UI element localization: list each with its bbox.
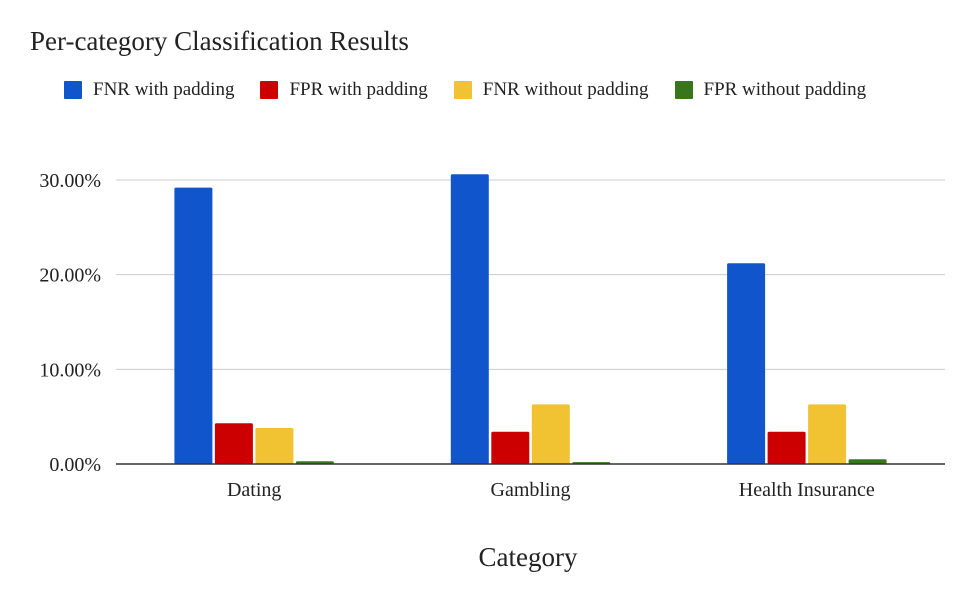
bars <box>174 174 887 465</box>
y-tick-label: 20.00% <box>39 265 101 287</box>
x-tick-label: Health Insurance <box>739 479 875 501</box>
gridlines <box>116 179 945 370</box>
x-tick-labels: Dating Gambling Health Insurance <box>227 479 875 501</box>
y-tick-labels: 0.00% 10.00% 20.00% 30.00% <box>39 170 101 476</box>
legend-item: FPR without padding <box>674 79 867 101</box>
legend-label: FPR with padding <box>289 79 428 100</box>
y-tick-label: 30.00% <box>39 170 101 192</box>
bar <box>727 263 766 464</box>
bar <box>531 404 570 464</box>
x-axis-label: Category <box>479 542 578 572</box>
legend-item: FPR with padding <box>260 79 428 101</box>
legend-swatch <box>674 81 693 99</box>
legend: FNR with padding FPR with padding FNR with… <box>64 79 892 101</box>
bar <box>767 431 806 464</box>
x-tick-label: Gambling <box>491 479 571 501</box>
chart-title: Per-category Classification Results <box>30 26 409 56</box>
bar <box>255 428 294 464</box>
legend-swatch <box>260 81 279 99</box>
bar <box>450 174 489 465</box>
legend-item: FNR with padding <box>64 79 234 101</box>
legend-label: FNR with padding <box>93 79 235 100</box>
bar <box>214 423 253 464</box>
bar <box>808 404 847 464</box>
x-tick-label: Dating <box>227 479 281 501</box>
legend-swatch <box>64 81 82 99</box>
y-tick-label: 10.00% <box>39 359 101 381</box>
y-tick-label: 0.00% <box>49 454 101 476</box>
legend-item: FNR without padding <box>453 79 649 101</box>
legend-label: FNR without padding <box>482 79 649 100</box>
bar <box>174 187 213 464</box>
legend-label: FPR without padding <box>703 79 867 100</box>
bar <box>848 459 887 464</box>
legend-swatch <box>453 81 472 99</box>
bar <box>491 431 530 464</box>
